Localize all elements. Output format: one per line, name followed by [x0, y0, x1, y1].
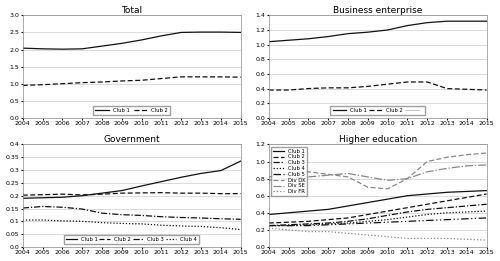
Legend: Club 1, Club 2: Club 1, Club 2	[93, 106, 170, 115]
Legend: Club 1, Club 2, : Club 1, Club 2,	[330, 106, 425, 115]
Title: Higher education: Higher education	[338, 135, 417, 144]
Legend: Club 1, Club 2, Club 3, Club 4, Club 5, Div DK, Div SE, Div FR: Club 1, Club 2, Club 3, Club 4, Club 5, …	[272, 147, 307, 196]
Legend: Club 1, Club 2, Club 3, Club 4: Club 1, Club 2, Club 3, Club 4	[64, 235, 200, 244]
Title: Total: Total	[121, 5, 142, 15]
Title: Business enterprise: Business enterprise	[333, 5, 422, 15]
Title: Government: Government	[104, 135, 160, 144]
